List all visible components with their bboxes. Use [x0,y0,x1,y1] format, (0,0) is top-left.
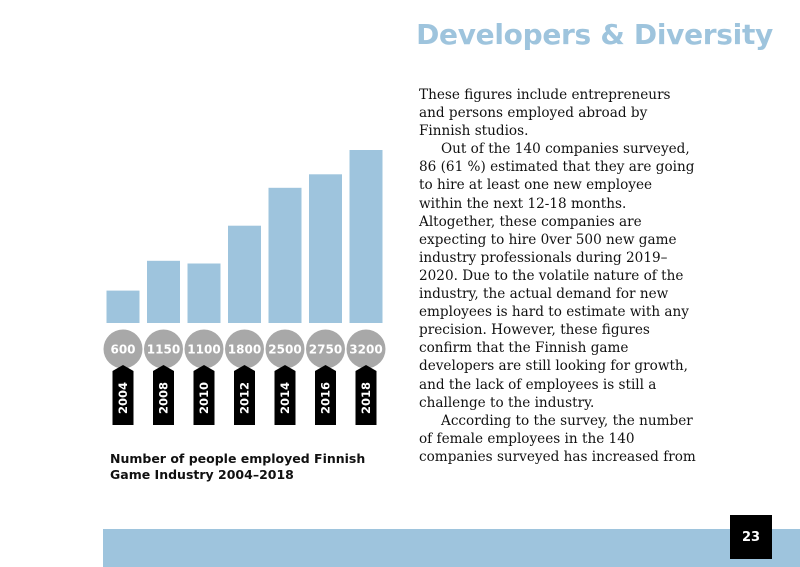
bar-2014 [268,187,302,323]
article-line: According to the survey, the number [441,412,693,429]
value-badge-2016 [306,329,345,369]
article-line: employees is hard to estimate with any [419,304,689,321]
tick-label-2012: 2012 [238,382,252,414]
article-line: within the next 12-18 months. [419,195,627,212]
value-badge-2010 [184,329,224,369]
article-line: developers are still looking for growth, [419,358,688,375]
article-line: Finnish studios. [419,123,529,140]
article-line: industry professionals during 2019– [419,249,668,266]
data-label-2004: 600 [110,343,135,357]
article-line: to hire at least one new employee [419,177,653,194]
year-tag-2018 [355,365,377,425]
article-body: These figures include entrepreneurs and … [419,86,729,466]
tick-label-2016: 2016 [319,382,333,414]
article-line: expecting to hire 0ver 500 new game [419,231,677,248]
value-labels-group: 600 1150 1100 1800 2500 2750 3200 [103,329,386,369]
page-title: Developers & Diversity [416,18,773,51]
bar-2018 [349,150,383,323]
article-line: 86 (61 %) estimated that they are going [419,159,695,176]
bar-2004 [106,290,140,323]
chart-caption: Number of people employed Finnish Game I… [110,451,390,483]
data-label-2014: 2500 [268,343,301,357]
bar-2008 [147,260,180,323]
value-badge-2018 [346,329,386,369]
article-line: 2020. Due to the volatile nature of the [419,267,684,284]
footer-bar [103,529,800,567]
page-number: 23 [730,515,772,559]
bars-group [106,150,383,323]
article-paragraph-1: These figures include entrepreneurs and … [419,86,729,140]
chart-caption-line-1: Number of people employed Finnish [110,451,366,466]
chart-caption-line-2: Game Industry 2004–2018 [110,467,294,482]
article-line: industry, the actual demand for new [419,286,669,303]
article-line: of female employees in the 140 [419,430,635,447]
article-line: confirm that the Finnish game [419,340,629,357]
tick-label-2004: 2004 [116,382,130,414]
year-tag-2014 [274,365,296,425]
article-line: challenge to the industry. [419,394,595,411]
article-line: Out of the 140 companies surveyed, [441,141,690,158]
article-paragraph-3: According to the survey, the number of f… [419,412,729,466]
data-label-2012: 1800 [228,343,261,357]
value-badge-2008 [144,329,183,369]
bar-2010 [187,263,221,323]
article-line: Altogether, these companies are [419,213,642,230]
year-tag-2016 [315,365,336,425]
year-tag-2008 [153,365,174,425]
bar-2012 [228,225,261,323]
tick-label-2018: 2018 [359,382,373,414]
year-labels-group: 2004 2008 2010 2012 2014 2016 2018 [112,365,377,425]
article-line: companies surveyed has increased from [419,448,696,465]
value-badge-2014 [265,329,305,369]
article-paragraph-2: Out of the 140 companies surveyed, 86 (6… [419,140,729,411]
year-tag-2010 [193,365,215,425]
data-label-2016: 2750 [309,343,342,357]
article-line: and persons employed abroad by [419,105,648,122]
article-line: These figures include entrepreneurs [419,87,671,103]
article-line: precision. However, these figures [419,322,650,339]
year-tag-2004 [112,365,134,425]
tick-label-2014: 2014 [278,382,292,414]
bar-2016 [309,174,342,323]
value-badge-2004 [103,329,143,369]
data-label-2018: 3200 [349,343,382,357]
article-line: and the lack of employees is still a [419,376,657,393]
year-tag-2012 [234,365,255,425]
value-badge-2012 [225,329,264,369]
tick-label-2010: 2010 [197,382,211,414]
data-label-2010: 1100 [187,343,220,357]
tick-label-2008: 2008 [157,382,171,414]
employment-bar-chart: 600 1150 1100 1800 2500 2750 3200 2004 2008 2010… [103,150,386,425]
data-label-2008: 1150 [147,343,180,357]
